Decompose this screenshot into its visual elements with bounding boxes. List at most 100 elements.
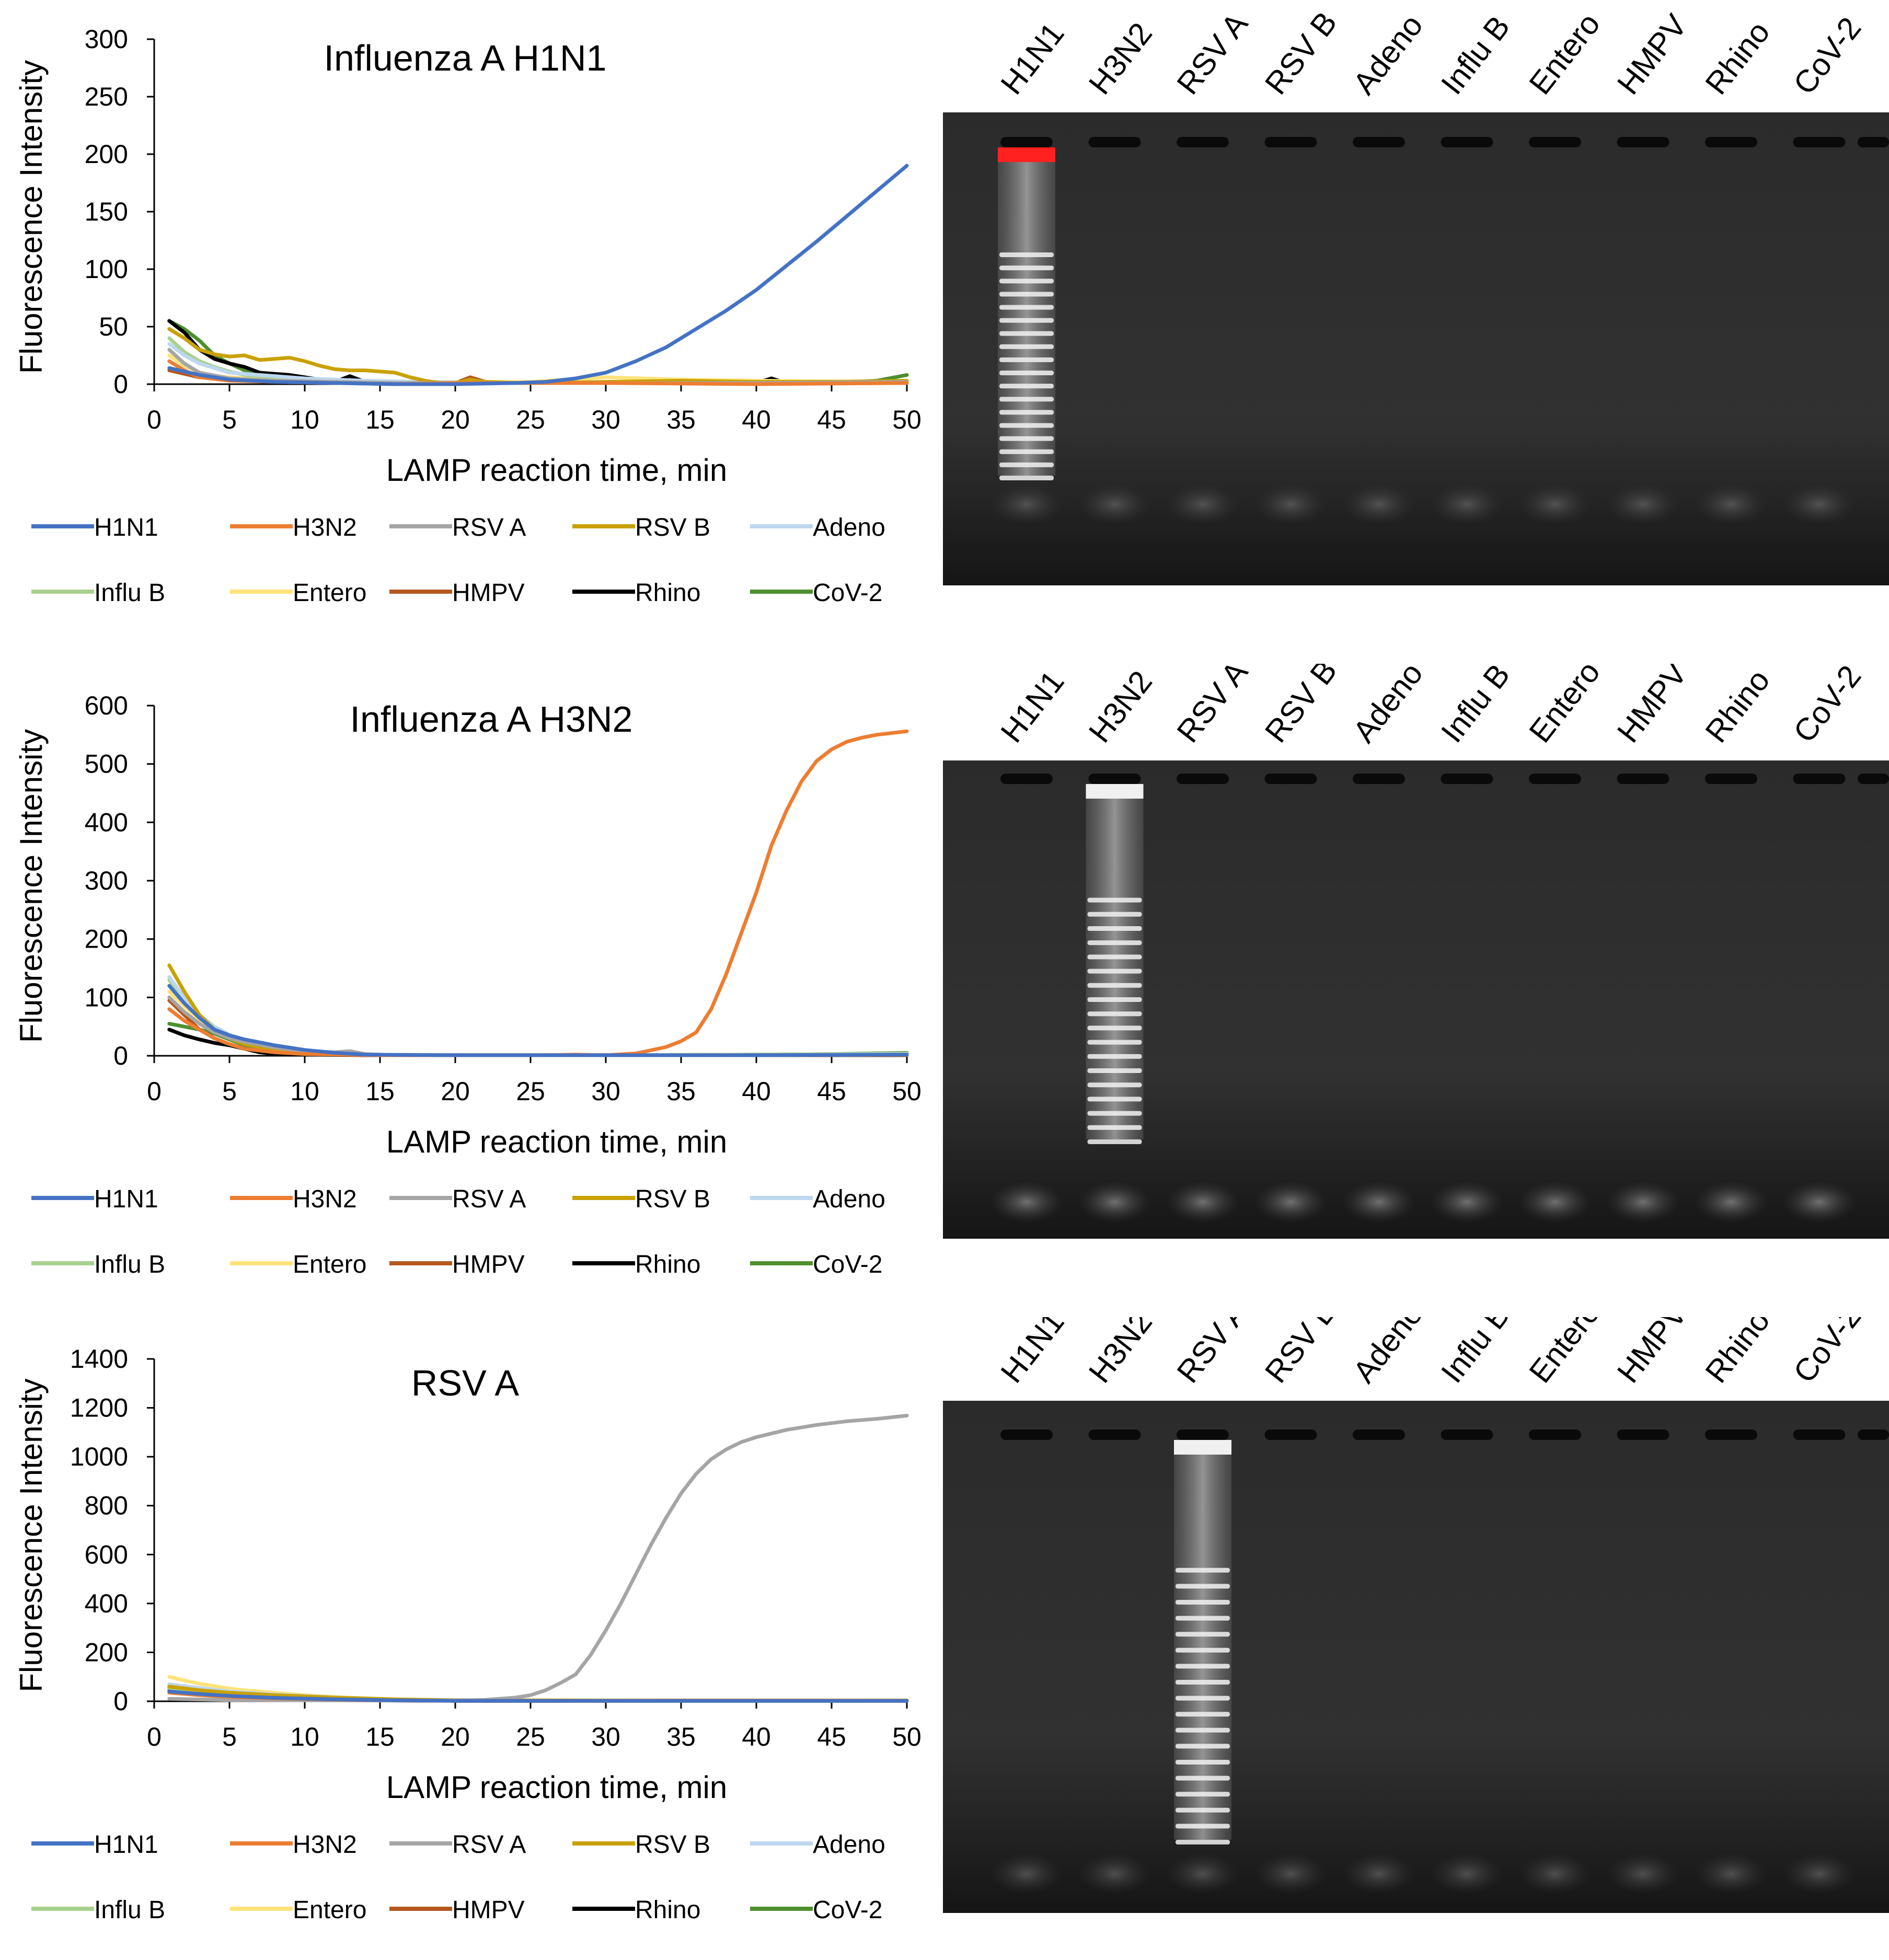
legend-label-adeno: Adeno: [813, 1185, 885, 1213]
gel-ladder-band: [999, 318, 1054, 323]
y-tick-label: 200: [85, 925, 128, 954]
legend-label-hmpv: HMPV: [452, 579, 525, 607]
gel-well: [1441, 137, 1493, 147]
gel-ladder-band: [999, 252, 1054, 257]
y-tick-label: 50: [99, 312, 128, 341]
gel-lane-label-influ-b: Influ B: [1434, 1317, 1517, 1389]
gel-ladder-band: [1176, 1632, 1230, 1637]
gel-well: [1177, 774, 1229, 784]
legend-label-rsv-a: RSV A: [452, 1831, 526, 1859]
gel-well: [1441, 774, 1493, 784]
legend-label-h1n1: H1N1: [94, 1185, 158, 1213]
y-tick-label: 1200: [70, 1393, 128, 1423]
gel-well: [1793, 1429, 1846, 1440]
gel-ladder-band: [1087, 1125, 1142, 1130]
gel-glow: [1518, 483, 1592, 525]
legend-label-hmpv: HMPV: [452, 1896, 525, 1924]
legend-label-adeno: Adeno: [813, 1831, 885, 1859]
x-tick-label: 15: [365, 405, 395, 434]
gel-ladder-band: [1087, 940, 1142, 946]
gel-glow: [1342, 1181, 1415, 1223]
gel-glow: [1782, 483, 1856, 525]
gel-well: [1353, 1429, 1405, 1440]
x-tick-label: 50: [892, 405, 922, 434]
gel-glow: [1166, 483, 1239, 525]
y-tick-label: 400: [85, 808, 128, 837]
gel-lane-label-rsv-b: RSV B: [1258, 5, 1344, 101]
gel-ladder-band: [1087, 1011, 1142, 1017]
x-tick-label: 45: [817, 1722, 846, 1751]
gel-panel-h3n2: H1N1 H3N2 RSV A RSV B Adeno Influ B Entero HMPV…: [927, 653, 1889, 1307]
gel-ladder-band: [1087, 1040, 1142, 1045]
x-tick-label: 35: [666, 1722, 696, 1751]
gel-glow: [1695, 1853, 1768, 1895]
gel-glow: [1430, 1181, 1504, 1223]
x-tick-label: 40: [742, 1077, 771, 1106]
gel-lane-label-h3n2: H3N2: [1082, 1317, 1159, 1389]
legend-label-h1n1: H1N1: [94, 1831, 158, 1859]
gel-lane-label-hmpv: HMPV: [1610, 1317, 1694, 1389]
gel-lane-label-rsv-a: RSV A: [1170, 6, 1254, 101]
gel-well: [1705, 1429, 1757, 1440]
gel-well: [1353, 774, 1405, 784]
y-tick-label: 600: [85, 691, 128, 720]
gel-glow: [990, 483, 1063, 525]
legend-label-entero: Entero: [293, 1896, 366, 1924]
gel-well: [1617, 1429, 1669, 1440]
y-tick-label: 600: [85, 1540, 128, 1569]
gel-ladder-band: [1176, 1824, 1230, 1829]
x-tick-label: 45: [817, 405, 846, 434]
chart-title: RSV A: [411, 1363, 520, 1403]
gel-glow: [1606, 1853, 1680, 1895]
series-line-h1n1: [167, 984, 909, 1057]
x-tick-label: 5: [222, 405, 237, 434]
gel-lane-label-hmpv: HMPV: [1610, 8, 1694, 101]
gel-lane-label-rhino: Rhino: [1698, 1317, 1776, 1389]
gel-smear: [1086, 784, 1144, 1139]
gel-lane-label-entero: Entero: [1522, 6, 1607, 101]
gel-glow: [990, 1181, 1063, 1223]
x-axis-label: LAMP reaction time, min: [386, 1770, 727, 1805]
gel-glow: [1166, 1181, 1239, 1223]
gel-ladder-band: [999, 357, 1054, 362]
gel-glow: [1695, 483, 1768, 525]
legend-label-rhino: Rhino: [635, 1251, 700, 1278]
y-tick-label: 300: [85, 25, 128, 54]
legend-label-cov-2: CoV-2: [813, 1896, 882, 1924]
gel-top-band: [998, 147, 1055, 162]
legend-label-influ-b: Influ B: [94, 1251, 165, 1278]
legend-label-influ-b: Influ B: [94, 1896, 165, 1924]
gel-lane-label-adeno: Adeno: [1346, 1317, 1430, 1389]
gel-smear: [998, 147, 1055, 476]
y-tick-label: 400: [85, 1589, 128, 1618]
gel-ladder-band: [1176, 1807, 1230, 1813]
gel-ladder-band: [1176, 1760, 1230, 1765]
gel-glow: [1342, 483, 1415, 525]
x-tick-label: 15: [365, 1722, 395, 1751]
gel-ladder-band: [1087, 897, 1142, 903]
gel-smear: [1174, 1440, 1231, 1840]
legend-label-h3n2: H3N2: [293, 1831, 357, 1859]
gel-well: [1858, 1429, 1889, 1440]
gel-well: [1793, 774, 1846, 784]
gel-well: [1858, 137, 1889, 147]
chart-panel-rsva: 0 200 400 600 800 1000 1200 1400 0 5 10 15 20 25 30 35 4…: [0, 1317, 930, 1960]
legend-label-adeno: Adeno: [813, 514, 885, 541]
gel-ladder-band: [1176, 1664, 1230, 1669]
gel-glow: [1430, 483, 1504, 525]
gel-ladder-band: [1176, 1744, 1230, 1749]
gel-lane-label-cov-2: CoV-2: [1787, 664, 1868, 749]
gel-glow: [1078, 1181, 1151, 1223]
gel-ladder-band: [999, 397, 1054, 402]
gel-ladder-band: [1176, 1584, 1230, 1589]
y-tick-label: 1000: [70, 1442, 128, 1471]
gel-well: [1177, 1429, 1229, 1440]
gel-ladder-band: [999, 305, 1054, 310]
chart-title: Influenza A H3N2: [350, 699, 633, 740]
gel-well: [1793, 137, 1846, 147]
legend-label-cov-2: CoV-2: [813, 1251, 882, 1278]
x-tick-label: 25: [516, 1077, 545, 1106]
x-axis-label: LAMP reaction time, min: [386, 1124, 727, 1159]
gel-lane-label-cov-2: CoV-2: [1787, 1317, 1868, 1389]
gel-well: [1441, 1429, 1493, 1440]
